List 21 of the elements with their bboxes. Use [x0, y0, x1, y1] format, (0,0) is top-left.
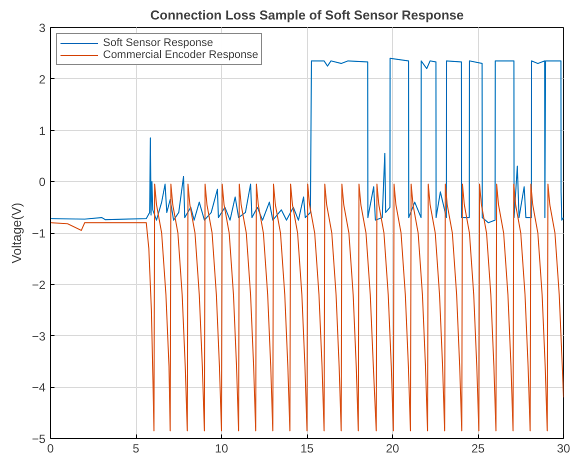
- x-tick-label: 5: [132, 442, 140, 456]
- y-tick-label: −2: [32, 278, 46, 292]
- y-tick-label: −4: [32, 380, 46, 395]
- y-tick-label: 1: [38, 124, 46, 138]
- x-tick-label: 0: [47, 442, 54, 456]
- chart-title: Connection Loss Sample of Soft Sensor Response: [150, 8, 464, 22]
- x-tick-label: 15: [300, 442, 314, 456]
- y-tick-label: −3: [32, 329, 46, 344]
- legend-label: Commercial Encoder Response: [103, 49, 258, 61]
- y-tick-label: 3: [38, 21, 46, 35]
- line-series: [50, 184, 564, 432]
- y-tick-label: −1: [32, 226, 46, 240]
- x-tick-label: 10: [214, 442, 228, 456]
- legend-label: Soft Sensor Response: [103, 37, 214, 49]
- x-tick-label: 20: [386, 442, 400, 456]
- y-tick-label: 2: [38, 72, 46, 86]
- y-tick-label: 0: [38, 175, 46, 190]
- y-axis-title: Voltage(V): [8, 202, 24, 264]
- y-tick-label: −5: [32, 432, 46, 446]
- x-tick-label: 25: [471, 442, 485, 456]
- x-tick-label: 30: [556, 442, 570, 456]
